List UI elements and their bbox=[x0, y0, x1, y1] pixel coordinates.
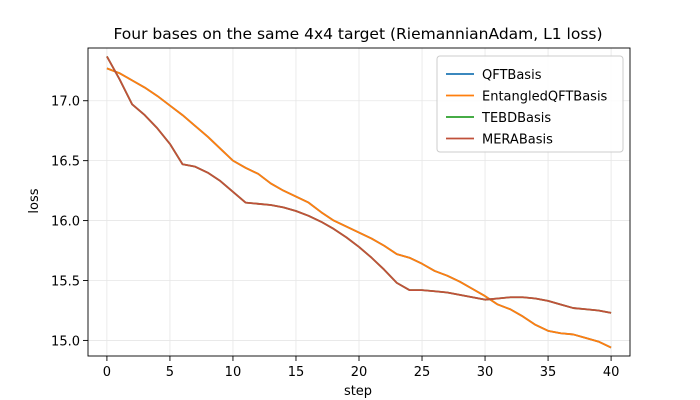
x-tick-label: 30 bbox=[477, 365, 494, 380]
y-tick-label: 15.5 bbox=[51, 274, 80, 289]
legend-label-merabasis: MERABasis bbox=[482, 133, 553, 148]
x-tick-label: 25 bbox=[414, 365, 431, 380]
legend: QFTBasis EntangledQFTBasis TEBDBasis MERABa… bbox=[436, 55, 624, 153]
y-tick-label: 15.0 bbox=[51, 334, 80, 349]
x-tick-label: 0 bbox=[103, 365, 111, 380]
x-tick-label: 20 bbox=[351, 365, 368, 380]
chart-title: Four bases on the same 4x4 target (Riema… bbox=[113, 25, 602, 43]
legend-label-qftbasis: QFTBasis bbox=[482, 68, 542, 83]
legend-label-tebdbasis: TEBDBasis bbox=[481, 111, 551, 126]
x-tick-label: 35 bbox=[540, 365, 557, 380]
y-tick-label: 17.0 bbox=[51, 95, 80, 110]
legend-label-entangledqftbasis: EntangledQFTBasis bbox=[482, 90, 608, 105]
x-tick-label: 5 bbox=[166, 365, 174, 380]
y-tick-label: 16.0 bbox=[51, 215, 80, 230]
series-lines bbox=[106, 55, 612, 349]
y-tick-label: 16.5 bbox=[51, 155, 80, 170]
x-tick-label: 10 bbox=[225, 365, 242, 380]
x-axis-label: step bbox=[344, 384, 372, 399]
series-line-merabasis bbox=[106, 55, 612, 314]
x-tick-label: 15 bbox=[288, 365, 305, 380]
y-axis-label: loss bbox=[27, 188, 42, 213]
x-tick-label: 40 bbox=[603, 365, 620, 380]
axis-ticks: 0 5 10 15 20 25 30 35 40 15.0 15.5 16.0 16.5 17.0 bbox=[51, 95, 619, 380]
legend-box bbox=[436, 55, 624, 153]
series-line-entangledqftbasis bbox=[106, 67, 612, 349]
